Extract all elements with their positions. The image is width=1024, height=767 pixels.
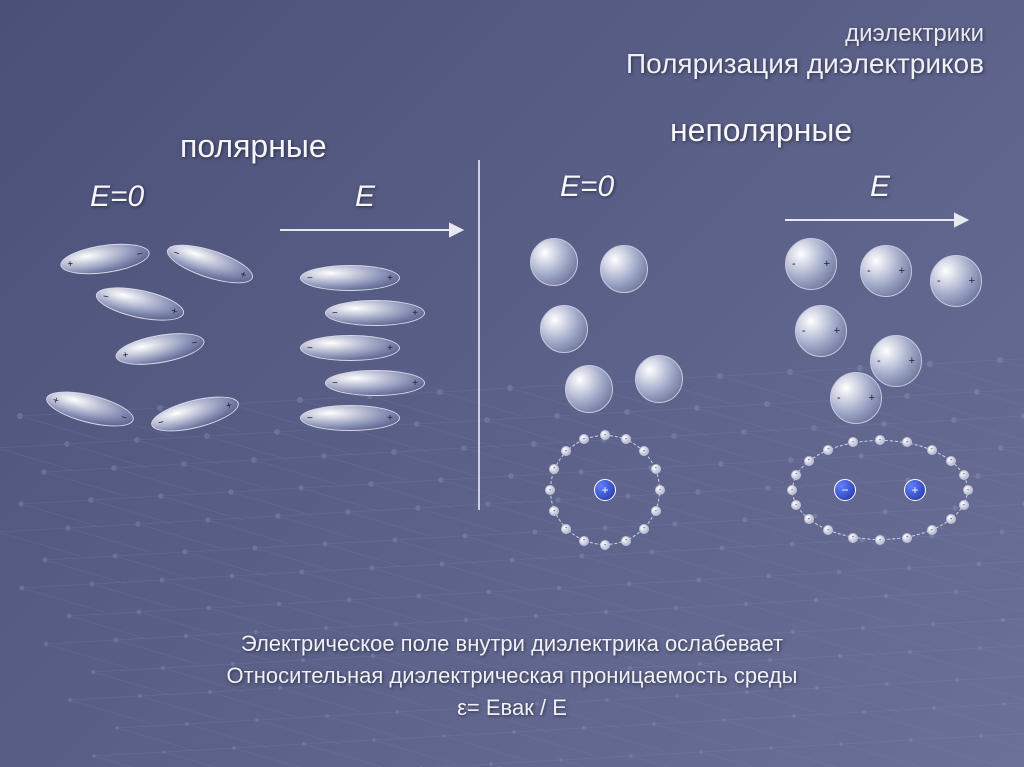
dipole-ellipse: +− [43,385,137,434]
electron-dot: - [946,456,956,466]
electron-dot: - [651,464,661,474]
footer-line3: ε= Eвак / E [0,695,1024,721]
neutral-sphere [600,245,648,293]
electron-dot: - [946,514,956,524]
title-line1: диэлектрики [626,20,984,48]
electron-dot: - [600,540,610,550]
dipole-ellipse: −+ [300,335,400,361]
electron-dot: - [600,430,610,440]
dipole-ellipse: −+ [163,237,257,291]
electron-dot: - [823,525,833,535]
electron-dot: - [963,485,973,495]
electron-dot: - [651,506,661,516]
electron-dot: - [959,470,969,480]
nonpolar-field-label: E [870,170,890,204]
polarized-sphere: -+ [930,255,982,307]
dipole-ellipse: −+ [300,405,400,431]
footer-text: Электрическое поле внутри диэлектрика ос… [0,625,1024,727]
electron-dot: - [579,536,589,546]
electron-dot: - [804,456,814,466]
dipole-ellipse: +− [113,327,206,370]
electron-dot: - [959,500,969,510]
dipole-ellipse: −+ [325,300,425,326]
electron-dot: - [902,533,912,543]
dipole-ellipse: −+ [148,390,242,439]
polar-field-arrow-icon [280,220,465,240]
dipole-ellipse: −+ [300,265,400,291]
polarized-sphere: -+ [830,372,882,424]
dipole-ellipse: −+ [325,370,425,396]
neutral-sphere [565,365,613,413]
polarized-sphere: -+ [785,238,837,290]
polar-zero-field-label: E=0 [90,180,144,214]
polar-field-label: E [355,180,375,214]
electron-dot: - [875,535,885,545]
electron-dot: - [848,533,858,543]
neutral-sphere [635,355,683,403]
dipole-ellipse: +− [58,239,151,279]
polarized-sphere: -+ [795,305,847,357]
electron-dot: - [875,435,885,445]
electron-dot: - [545,485,555,495]
electron-dot: - [791,470,801,480]
vertical-divider [478,160,480,510]
nucleus-positive: + [904,479,926,501]
title-block: диэлектрики Поляризация диэлектриков [626,20,984,80]
nucleus-negative: − [834,479,856,501]
footer-line2: Относительная диэлектрическая проницаемо… [0,663,1024,689]
electron-dot: - [561,524,571,534]
electron-dot: - [927,445,937,455]
polar-section-label: полярные [180,128,327,165]
electron-dot: - [804,514,814,524]
electron-dot: - [655,485,665,495]
nonpolar-zero-field-label: E=0 [560,170,614,204]
electron-dot: - [639,446,649,456]
nonpolar-section-label: неполярные [670,112,852,149]
electron-dot: - [787,485,797,495]
neutral-sphere [540,305,588,353]
polarized-sphere: -+ [870,335,922,387]
footer-line1: Электрическое поле внутри диэлектрика ос… [0,631,1024,657]
electron-dot: - [621,536,631,546]
electron-dot: - [639,524,649,534]
dipole-ellipse: −+ [93,281,187,327]
electron-dot: - [823,445,833,455]
title-line2: Поляризация диэлектриков [626,48,984,80]
nucleus: + [594,479,616,501]
nonpolar-field-arrow-icon [785,210,970,230]
electron-dot: - [927,525,937,535]
polarized-sphere: -+ [860,245,912,297]
neutral-sphere [530,238,578,286]
